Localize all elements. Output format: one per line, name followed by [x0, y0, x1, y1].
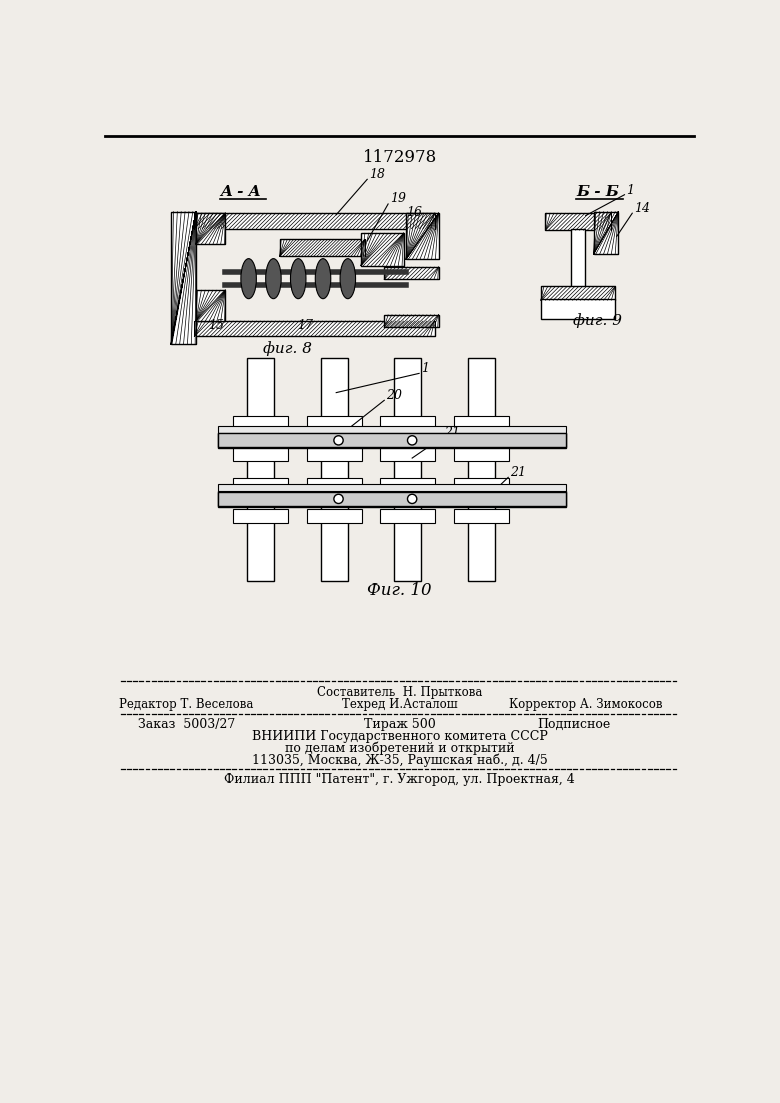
Text: Составитель  Н. Прыткова: Составитель Н. Прыткова: [317, 686, 483, 698]
Text: фиг. 9: фиг. 9: [573, 313, 622, 329]
Text: Подписное: Подписное: [537, 718, 611, 731]
Bar: [307, 448, 362, 461]
Text: по делам изобретений и открытий: по делам изобретений и открытий: [285, 741, 515, 756]
Text: Техред И.Асталош: Техред И.Асталош: [342, 698, 458, 711]
Text: Редактор Т. Веселова: Редактор Т. Веселова: [119, 698, 254, 711]
Bar: [454, 478, 509, 492]
Bar: [541, 287, 615, 300]
Circle shape: [407, 494, 417, 503]
Text: ВНИИПИ Государственного комитета СССР: ВНИИПИ Государственного комитета СССР: [252, 730, 548, 743]
Bar: [233, 448, 288, 461]
Bar: [454, 448, 509, 461]
Bar: [196, 290, 225, 321]
Bar: [233, 417, 288, 430]
Bar: [194, 213, 434, 228]
Bar: [594, 212, 619, 254]
Bar: [233, 478, 288, 492]
Bar: [395, 358, 421, 581]
Circle shape: [334, 436, 343, 445]
Bar: [381, 417, 435, 430]
Ellipse shape: [340, 258, 356, 299]
Text: Заказ  5003/27: Заказ 5003/27: [138, 718, 236, 731]
Bar: [381, 478, 435, 492]
Bar: [385, 267, 438, 279]
Text: 14: 14: [634, 203, 650, 215]
Bar: [381, 508, 435, 523]
Ellipse shape: [266, 258, 281, 299]
Bar: [385, 314, 438, 328]
Text: 19: 19: [390, 192, 406, 205]
Text: 16: 16: [406, 205, 422, 218]
Text: 1: 1: [420, 362, 429, 375]
Bar: [218, 492, 566, 506]
Text: 20: 20: [386, 388, 402, 401]
Text: 18: 18: [369, 168, 385, 181]
Bar: [321, 358, 348, 581]
Text: 113035, Москва, Ж-35, Раушская наб., д. 4/5: 113035, Москва, Ж-35, Раушская наб., д. …: [252, 753, 548, 767]
Text: фиг. 8: фиг. 8: [263, 341, 312, 356]
Text: 21: 21: [444, 426, 460, 439]
Text: Корректор А. Зимокосов: Корректор А. Зимокосов: [509, 698, 662, 711]
Text: 1172978: 1172978: [363, 149, 437, 167]
Bar: [279, 239, 365, 256]
Bar: [218, 491, 566, 506]
Circle shape: [334, 494, 343, 503]
Bar: [468, 358, 495, 581]
Circle shape: [407, 436, 417, 445]
Bar: [454, 508, 509, 523]
Text: Филиал ППП "Патент", г. Ужгород, ул. Проектная, 4: Филиал ППП "Патент", г. Ужгород, ул. Про…: [225, 773, 575, 786]
Bar: [218, 432, 566, 448]
Bar: [218, 484, 566, 491]
Bar: [454, 417, 509, 430]
Bar: [171, 212, 196, 344]
Bar: [218, 426, 566, 432]
Bar: [541, 299, 615, 320]
Text: A - A: A - A: [221, 185, 261, 200]
Text: Фиг. 10: Фиг. 10: [367, 582, 432, 599]
Bar: [545, 213, 611, 231]
Ellipse shape: [315, 258, 331, 299]
Text: 1: 1: [626, 184, 634, 197]
Bar: [307, 508, 362, 523]
Bar: [361, 233, 403, 266]
Bar: [233, 508, 288, 523]
Text: Б - Б: Б - Б: [576, 185, 619, 200]
Bar: [218, 433, 566, 448]
Text: 17: 17: [297, 319, 314, 332]
Bar: [247, 358, 275, 581]
Ellipse shape: [290, 258, 306, 299]
Bar: [381, 448, 435, 461]
Text: 21: 21: [510, 465, 526, 479]
Bar: [196, 213, 225, 244]
Bar: [406, 213, 438, 259]
Bar: [571, 229, 585, 289]
Bar: [307, 417, 362, 430]
Text: 15: 15: [208, 319, 225, 332]
Bar: [307, 478, 362, 492]
Ellipse shape: [241, 258, 257, 299]
Bar: [194, 321, 434, 336]
Text: Тираж 500: Тираж 500: [364, 718, 435, 731]
